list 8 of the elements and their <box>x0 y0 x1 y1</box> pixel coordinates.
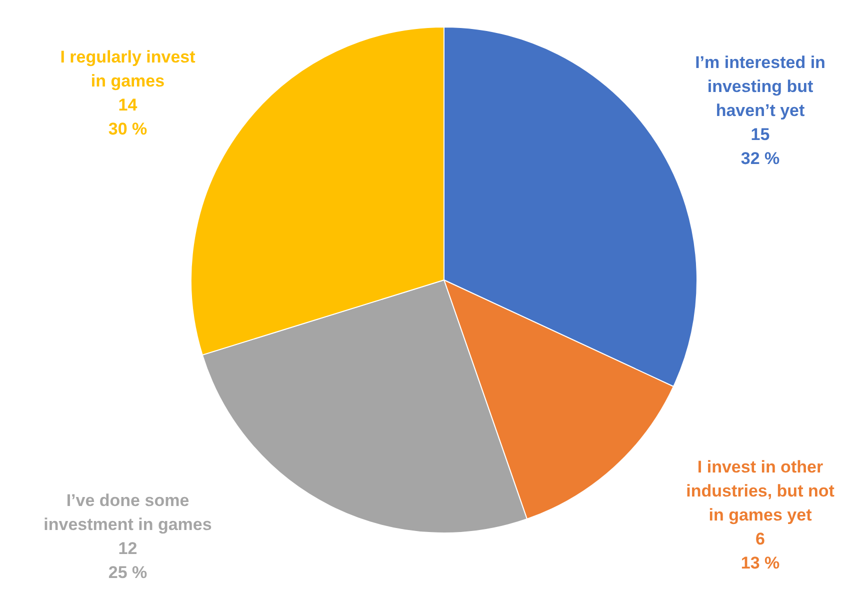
data-label: 15 32 % <box>740 124 780 168</box>
slice-label: I regularly invest in games <box>60 47 196 90</box>
data-label: 12 25 % <box>108 539 148 582</box>
data-label: 6 13 % <box>740 530 780 573</box>
slice-label: I’ve done some investment in games <box>44 491 212 534</box>
slice-label: I’m interested in investing but haven’t yet <box>695 52 826 120</box>
data-label: 14 30 % <box>108 95 148 138</box>
slice-label: I invest in other industries, but not in games yet <box>686 458 835 525</box>
